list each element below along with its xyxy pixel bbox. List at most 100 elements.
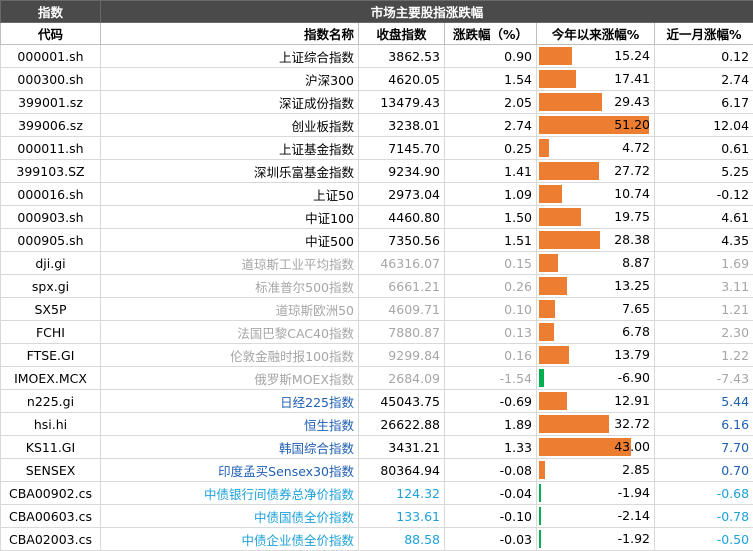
month-change: 4.61 bbox=[655, 206, 753, 229]
month-change: 3.11 bbox=[655, 275, 753, 298]
index-name: 标准普尔500指数 bbox=[101, 275, 359, 298]
index-code: 000905.sh bbox=[1, 229, 101, 252]
close-value: 26622.88 bbox=[359, 413, 445, 436]
ytd-value: -6.90 bbox=[537, 367, 654, 389]
index-name: 日经225指数 bbox=[101, 390, 359, 413]
index-name: 中债企业债全价指数 bbox=[101, 528, 359, 551]
close-value: 2973.04 bbox=[359, 183, 445, 206]
index-name: 俄罗斯MOEX指数 bbox=[101, 367, 359, 390]
index-name: 中债国债全价指数 bbox=[101, 505, 359, 528]
ytd-value: 32.72 bbox=[537, 413, 654, 435]
ytd-cell: 10.74 bbox=[537, 183, 655, 206]
change-pct: 1.41 bbox=[445, 160, 537, 183]
index-name: 道琼斯工业平均指数 bbox=[101, 252, 359, 275]
month-change: 1.69 bbox=[655, 252, 753, 275]
ytd-cell: 13.25 bbox=[537, 275, 655, 298]
ytd-value: -1.94 bbox=[537, 482, 654, 504]
index-code: 000300.sh bbox=[1, 68, 101, 91]
ytd-value: 4.72 bbox=[537, 137, 654, 159]
ytd-cell: 15.24 bbox=[537, 45, 655, 68]
month-change: 12.04 bbox=[655, 114, 753, 137]
ytd-value: 28.38 bbox=[537, 229, 654, 251]
ytd-value: 29.43 bbox=[537, 91, 654, 113]
ytd-cell: 32.72 bbox=[537, 413, 655, 436]
ytd-value: -1.92 bbox=[537, 528, 654, 550]
index-name: 道琼斯欧洲50 bbox=[101, 298, 359, 321]
change-pct: 2.74 bbox=[445, 114, 537, 137]
ytd-value: 6.78 bbox=[537, 321, 654, 343]
ytd-cell: 17.41 bbox=[537, 68, 655, 91]
col-header-ytd: 今年以来涨幅% bbox=[537, 23, 655, 45]
month-change: 1.22 bbox=[655, 344, 753, 367]
close-value: 3238.01 bbox=[359, 114, 445, 137]
ytd-cell: -1.92 bbox=[537, 528, 655, 551]
ytd-value: 13.79 bbox=[537, 344, 654, 366]
month-change: 5.44 bbox=[655, 390, 753, 413]
close-value: 9234.90 bbox=[359, 160, 445, 183]
index-code: 000011.sh bbox=[1, 137, 101, 160]
index-name: 伦敦金融时报100指数 bbox=[101, 344, 359, 367]
month-change: 6.17 bbox=[655, 91, 753, 114]
index-code: SENSEX bbox=[1, 459, 101, 482]
ytd-value: 7.65 bbox=[537, 298, 654, 320]
col-header-code: 代码 bbox=[1, 23, 101, 45]
ytd-value: 27.72 bbox=[537, 160, 654, 182]
ytd-value: 15.24 bbox=[537, 45, 654, 67]
ytd-cell: 19.75 bbox=[537, 206, 655, 229]
ytd-value: 10.74 bbox=[537, 183, 654, 205]
month-change: 0.70 bbox=[655, 459, 753, 482]
index-code: SX5P bbox=[1, 298, 101, 321]
change-pct: -0.10 bbox=[445, 505, 537, 528]
close-value: 133.61 bbox=[359, 505, 445, 528]
ytd-value: -2.14 bbox=[537, 505, 654, 527]
index-code: IMOEX.MCX bbox=[1, 367, 101, 390]
change-pct: -1.54 bbox=[445, 367, 537, 390]
col-header-close: 收盘指数 bbox=[359, 23, 445, 45]
ytd-value: 12.91 bbox=[537, 390, 654, 412]
close-value: 7880.87 bbox=[359, 321, 445, 344]
change-pct: 2.05 bbox=[445, 91, 537, 114]
month-change: -0.12 bbox=[655, 183, 753, 206]
change-pct: 1.51 bbox=[445, 229, 537, 252]
close-value: 88.58 bbox=[359, 528, 445, 551]
close-value: 6661.21 bbox=[359, 275, 445, 298]
ytd-value: 8.87 bbox=[537, 252, 654, 274]
change-pct: -0.03 bbox=[445, 528, 537, 551]
index-code: 399006.sz bbox=[1, 114, 101, 137]
month-change: -0.68 bbox=[655, 482, 753, 505]
col-header-month: 近一月涨幅% bbox=[655, 23, 753, 45]
ytd-cell: 7.65 bbox=[537, 298, 655, 321]
ytd-cell: 6.78 bbox=[537, 321, 655, 344]
close-value: 4620.05 bbox=[359, 68, 445, 91]
index-code: dji.gi bbox=[1, 252, 101, 275]
ytd-cell: -1.94 bbox=[537, 482, 655, 505]
ytd-cell: 51.20 bbox=[537, 114, 655, 137]
index-code: n225.gi bbox=[1, 390, 101, 413]
change-pct: -0.69 bbox=[445, 390, 537, 413]
index-code: 399001.sz bbox=[1, 91, 101, 114]
col-header-change: 涨跌幅（%） bbox=[445, 23, 537, 45]
change-pct: -0.04 bbox=[445, 482, 537, 505]
index-code: 000903.sh bbox=[1, 206, 101, 229]
close-value: 3862.53 bbox=[359, 45, 445, 68]
close-value: 124.32 bbox=[359, 482, 445, 505]
index-code: FCHI bbox=[1, 321, 101, 344]
change-pct: 0.10 bbox=[445, 298, 537, 321]
month-change: 0.12 bbox=[655, 45, 753, 68]
close-value: 4609.71 bbox=[359, 298, 445, 321]
ytd-value: 43.00 bbox=[537, 436, 654, 458]
